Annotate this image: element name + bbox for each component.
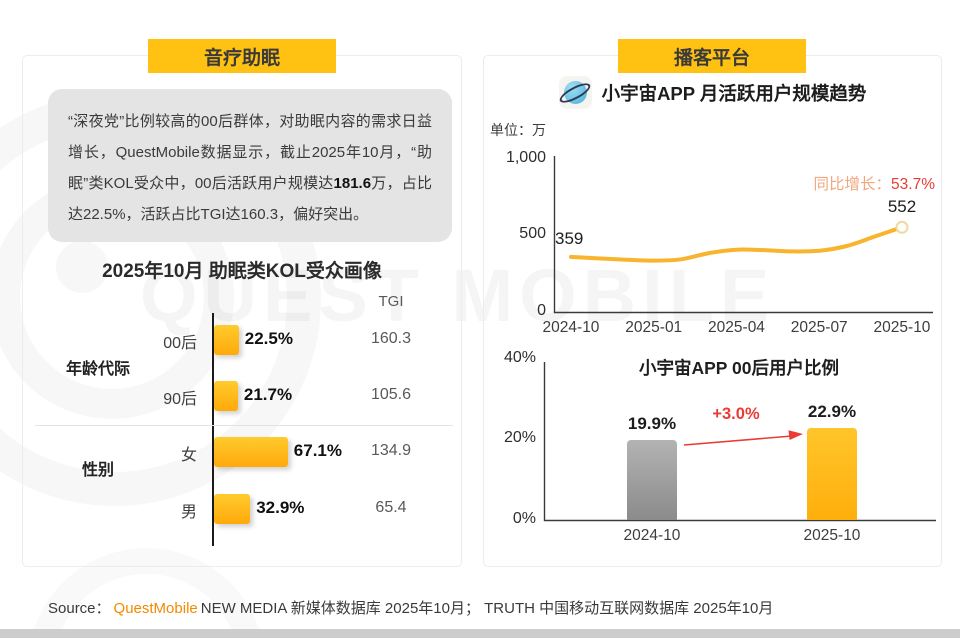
sound-therapy-panel: 音疗助眠 “深夜党”比例较高的00后群体，对助眠内容的需求日益增长，QuestM… <box>22 39 462 567</box>
kol-bar-value: 67.1% <box>293 441 342 460</box>
line-x-tick: 2025-10 <box>873 319 931 336</box>
yoy-value: 53.7% <box>891 176 935 193</box>
kol-bar <box>214 437 288 467</box>
app-title-row: 小宇宙APP 月活跃用户规模趋势 <box>484 76 941 109</box>
summary-highlight: 181.6 <box>333 175 372 192</box>
kol-row-label: 女 <box>180 447 197 464</box>
kol-bar-value: 22.5% <box>244 329 293 348</box>
delta-arrow-head <box>788 430 803 440</box>
kol-group-label: 性别 <box>81 462 114 479</box>
podcast-panel: 播客平台 小宇宙APP 月活跃用户规模趋势 单位：万 同比增长：53.7% 1,… <box>483 39 942 567</box>
bar-chart-title: 小宇宙APP 00后用户比例 <box>639 358 839 378</box>
line-last-point-label: 552 <box>887 197 917 217</box>
user-ratio-bar <box>807 427 857 520</box>
bar-x-tick: 2024-10 <box>623 527 681 544</box>
line-chart-axes <box>553 156 933 314</box>
panel-banner-podcast: 播客平台 <box>618 39 806 73</box>
line-x-tick: 2024-10 <box>542 319 600 336</box>
bar-chart-axes <box>543 362 936 522</box>
kol-group-label: 年龄代际 <box>65 361 130 378</box>
summary-text: “深夜党”比例较高的00后群体，对助眠内容的需求日益增长，QuestMobile… <box>68 113 432 192</box>
kol-tgi-value: 134.9 <box>370 442 412 459</box>
kol-tgi-value: 105.6 <box>370 386 412 403</box>
bar-value-label: 19.9% <box>627 413 677 433</box>
kol-group-divider <box>35 425 453 426</box>
kol-row-label: 90后 <box>163 391 197 408</box>
summary-text: 万，占比达22.5%，活跃占比TGI达160.3，偏好突出。 <box>68 175 432 223</box>
line-x-tick: 2025-04 <box>708 319 765 336</box>
right-charts-canvas <box>543 156 936 522</box>
kol-row-label: 00后 <box>163 335 197 352</box>
bar-value-label: 22.9% <box>807 401 857 421</box>
questmobile-text-watermark: QUEST MOBILE <box>140 254 776 337</box>
summary-text-box: “深夜党”比例较高的00后群体，对助眠内容的需求日益增长，QuestMobile… <box>48 89 452 242</box>
kol-bar <box>214 494 250 524</box>
line-end-point-marker <box>895 220 909 234</box>
line-x-tick: 2025-07 <box>790 319 848 336</box>
source-line: Source： QuestMobile NEW MEDIA 新媒体数据库 2025年… <box>48 597 773 618</box>
delta-arrow-line <box>683 435 793 446</box>
bar-y-tick: 0% <box>512 510 536 527</box>
line-y-tick: 1,000 <box>505 148 546 166</box>
kol-row-label: 男 <box>180 504 197 521</box>
delta-label: +3.0% <box>712 405 760 423</box>
yoy-growth-note: 同比增长：53.7% <box>814 172 935 194</box>
yoy-label: 同比增长： <box>813 176 892 193</box>
unit-label: 单位：万 <box>490 122 546 138</box>
kol-chart-title: 2025年10月 助眠类KOL受众画像 <box>102 261 382 282</box>
source-brand: QuestMobile <box>113 600 198 617</box>
source-rest: NEW MEDIA 新媒体数据库 2025年10月； TRUTH 中国移动互联网… <box>200 600 774 617</box>
line-x-tick: 2025-01 <box>625 319 683 336</box>
saturn-planet-icon <box>556 76 593 109</box>
source-label: Source： <box>48 600 111 617</box>
tgi-column-header: TGI <box>378 293 404 310</box>
bar-y-tick: 20% <box>503 429 536 447</box>
kol-tgi-value: 160.3 <box>370 330 412 347</box>
kol-bar-value: 32.9% <box>256 498 305 517</box>
maus-trend-line <box>569 225 904 263</box>
planet-circle <box>563 81 587 104</box>
kol-bar-value: 21.7% <box>243 385 293 404</box>
panel-banner-sound-therapy: 音疗助眠 <box>148 39 336 73</box>
line-chart-title: 小宇宙APP 月活跃用户规模趋势 <box>601 82 867 104</box>
user-ratio-bar <box>627 439 677 520</box>
page-bottom-strip <box>0 629 960 638</box>
bar-y-tick: 40% <box>503 348 536 366</box>
bar-x-tick: 2025-10 <box>803 527 861 544</box>
kol-tgi-value: 65.4 <box>375 499 407 516</box>
kol-chart-axis-line <box>212 313 214 546</box>
kol-bar <box>214 325 239 355</box>
line-y-tick: 0 <box>537 302 546 319</box>
line-y-tick: 500 <box>519 225 546 243</box>
line-first-point-label: 359 <box>555 228 584 248</box>
kol-bar <box>214 381 238 411</box>
